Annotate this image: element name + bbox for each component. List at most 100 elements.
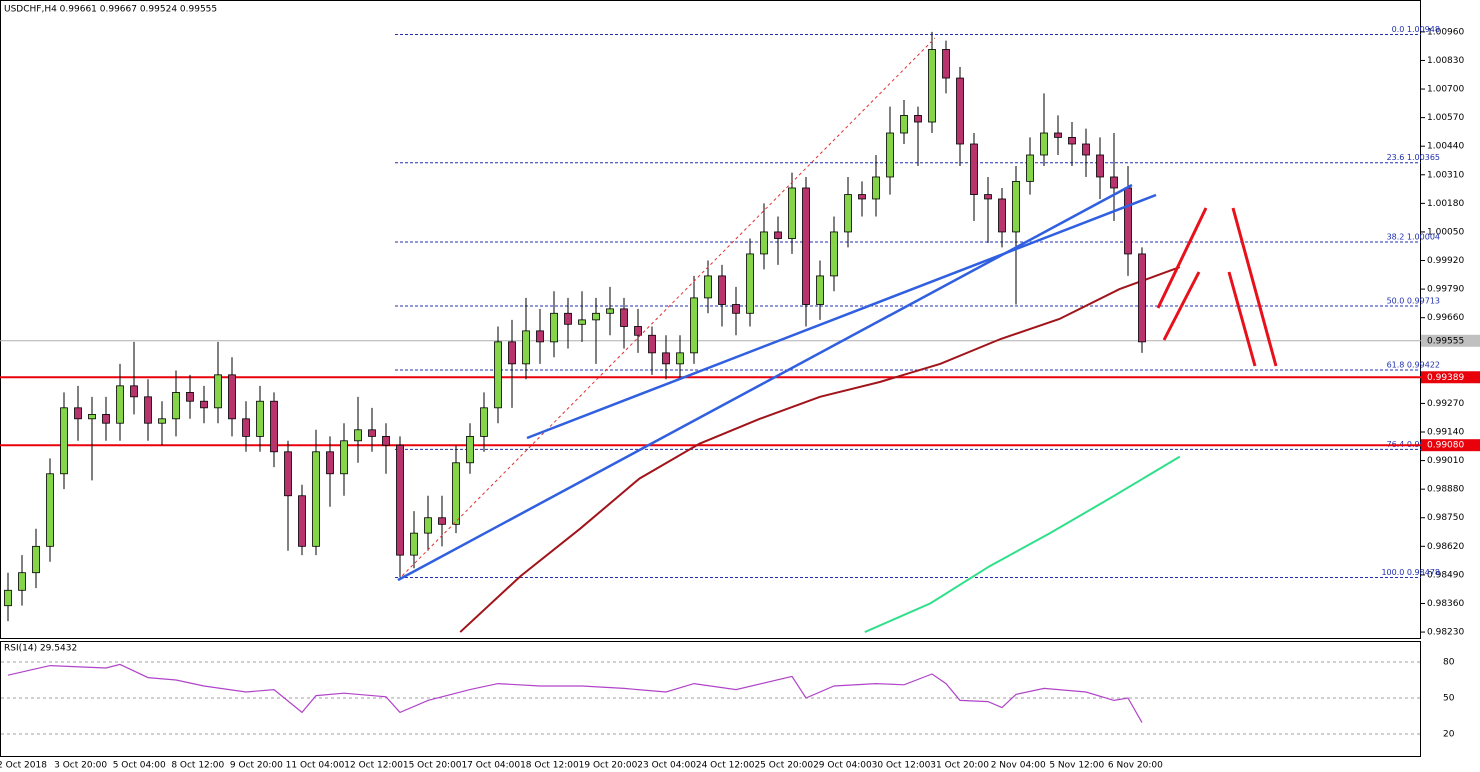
candle-body (354, 429, 362, 442)
candle-body (732, 304, 740, 314)
candle-body (200, 400, 208, 409)
candle-body (270, 400, 278, 453)
y-tick-label: 0.99270 (1427, 399, 1464, 409)
y-tick-label: 0.98750 (1427, 513, 1464, 523)
candle-body (676, 352, 684, 365)
candle-body (242, 418, 250, 437)
candle-body (312, 451, 320, 547)
x-tick-label: 6 Nov 20:00 (1108, 761, 1163, 771)
candle-body (1054, 132, 1062, 138)
y-tick-label: 0.98360 (1427, 599, 1464, 609)
candle-body (550, 312, 558, 343)
candle-body (368, 429, 376, 437)
candle-body (508, 341, 516, 365)
y-tick-label: 1.00570 (1427, 113, 1464, 123)
x-tick-label: 2 Nov 04:00 (991, 761, 1046, 771)
candle-body (998, 198, 1006, 233)
x-tick-label: 25 Oct 20:00 (754, 761, 813, 771)
level-tag-label: 0.99389 (1427, 373, 1464, 383)
candle-body (396, 444, 404, 556)
candle-body (788, 187, 796, 239)
candle-body (1012, 180, 1020, 233)
candle-body (256, 400, 264, 437)
candle-body (116, 385, 124, 424)
candle-body (130, 385, 138, 398)
candle-body (858, 194, 866, 200)
candle-body (74, 407, 82, 420)
price-tag (1421, 334, 1480, 347)
candle-body (32, 545, 40, 574)
x-tick-label: 12 Oct 12:00 (344, 761, 403, 771)
candle-body (102, 414, 110, 424)
moving-average (864, 455, 1181, 633)
candle-body (466, 435, 474, 464)
candle-body (942, 49, 950, 79)
x-tick-label: 29 Oct 04:00 (813, 761, 872, 771)
candle-body (802, 187, 810, 305)
level-tag (1421, 439, 1480, 452)
candle-body (704, 275, 712, 299)
candle-body (60, 407, 68, 475)
y-tick-label: 0.99140 (1427, 428, 1464, 438)
fib-label: 38.2 1.00004 (1387, 233, 1440, 242)
candle-body (578, 319, 586, 325)
candle-body (4, 589, 12, 607)
x-tick-label: 5 Nov 12:00 (1049, 761, 1104, 771)
candle-body (186, 392, 194, 402)
x-tick-label: 31 Oct 20:00 (930, 761, 989, 771)
main-frame (0, 0, 1421, 639)
candle-body (424, 517, 432, 534)
candle-body (18, 572, 26, 591)
candle-body (564, 312, 572, 325)
x-tick-label: 2 Oct 2018 (0, 761, 47, 771)
y-tick-label: 0.98620 (1427, 542, 1464, 552)
fib-label: 23.6 1.00365 (1387, 153, 1440, 162)
candle-body (1124, 187, 1132, 255)
rsi-tick-label: 80 (1443, 658, 1455, 668)
candle-body (214, 374, 222, 409)
candle-body (1068, 137, 1076, 145)
x-tick-label: 30 Oct 12:00 (872, 761, 931, 771)
candle-body (872, 176, 880, 200)
rsi-title: RSI(14) 29.5432 (4, 644, 77, 654)
y-tick-label: 1.00310 (1427, 170, 1464, 180)
candle-body (928, 49, 936, 123)
candle-body (382, 435, 390, 446)
candle-body (88, 414, 96, 420)
rsi-line (7, 663, 1143, 723)
candle-body (886, 132, 894, 178)
y-tick-label: 0.99010 (1427, 456, 1464, 466)
candle-body (158, 418, 166, 424)
x-tick-label: 8 Oct 12:00 (171, 761, 224, 771)
rsi-tick-label: 20 (1443, 730, 1455, 740)
candle-body (1026, 154, 1034, 182)
candle-body (46, 473, 54, 547)
candle-body (956, 77, 964, 145)
y-tick-label: 0.99920 (1427, 256, 1464, 266)
candle-body (522, 330, 530, 365)
x-tick-label: 3 Oct 20:00 (54, 761, 107, 771)
level-tag-label: 0.99080 (1427, 441, 1464, 451)
fib-label: 61.8 0.99422 (1387, 361, 1440, 370)
candle-body (452, 462, 460, 525)
candle-body (816, 275, 824, 305)
candle-body (1138, 253, 1146, 343)
x-tick-label: 15 Oct 20:00 (403, 761, 462, 771)
candle-body (900, 115, 908, 134)
forecast-arrows (1156, 207, 1278, 367)
y-tick-label: 0.99660 (1427, 313, 1464, 323)
y-tick-label: 1.00700 (1427, 85, 1464, 95)
chart-title: USDCHF,H4 0.99661 0.99667 0.99524 0.9955… (4, 5, 217, 15)
candle-body (634, 326, 642, 336)
x-tick-label: 18 Oct 12:00 (520, 761, 579, 771)
candle-body (1082, 143, 1090, 156)
y-tick-label: 1.00830 (1427, 56, 1464, 66)
candle-body (690, 297, 698, 354)
y-tick-label: 1.00440 (1427, 142, 1464, 152)
candle-body (298, 495, 306, 547)
fib-label: 0.0 1.00948 (1392, 25, 1440, 34)
y-tick-label: 1.00960 (1427, 27, 1464, 37)
y-tick-label: 0.98230 (1427, 628, 1464, 638)
candle-body (410, 532, 418, 556)
